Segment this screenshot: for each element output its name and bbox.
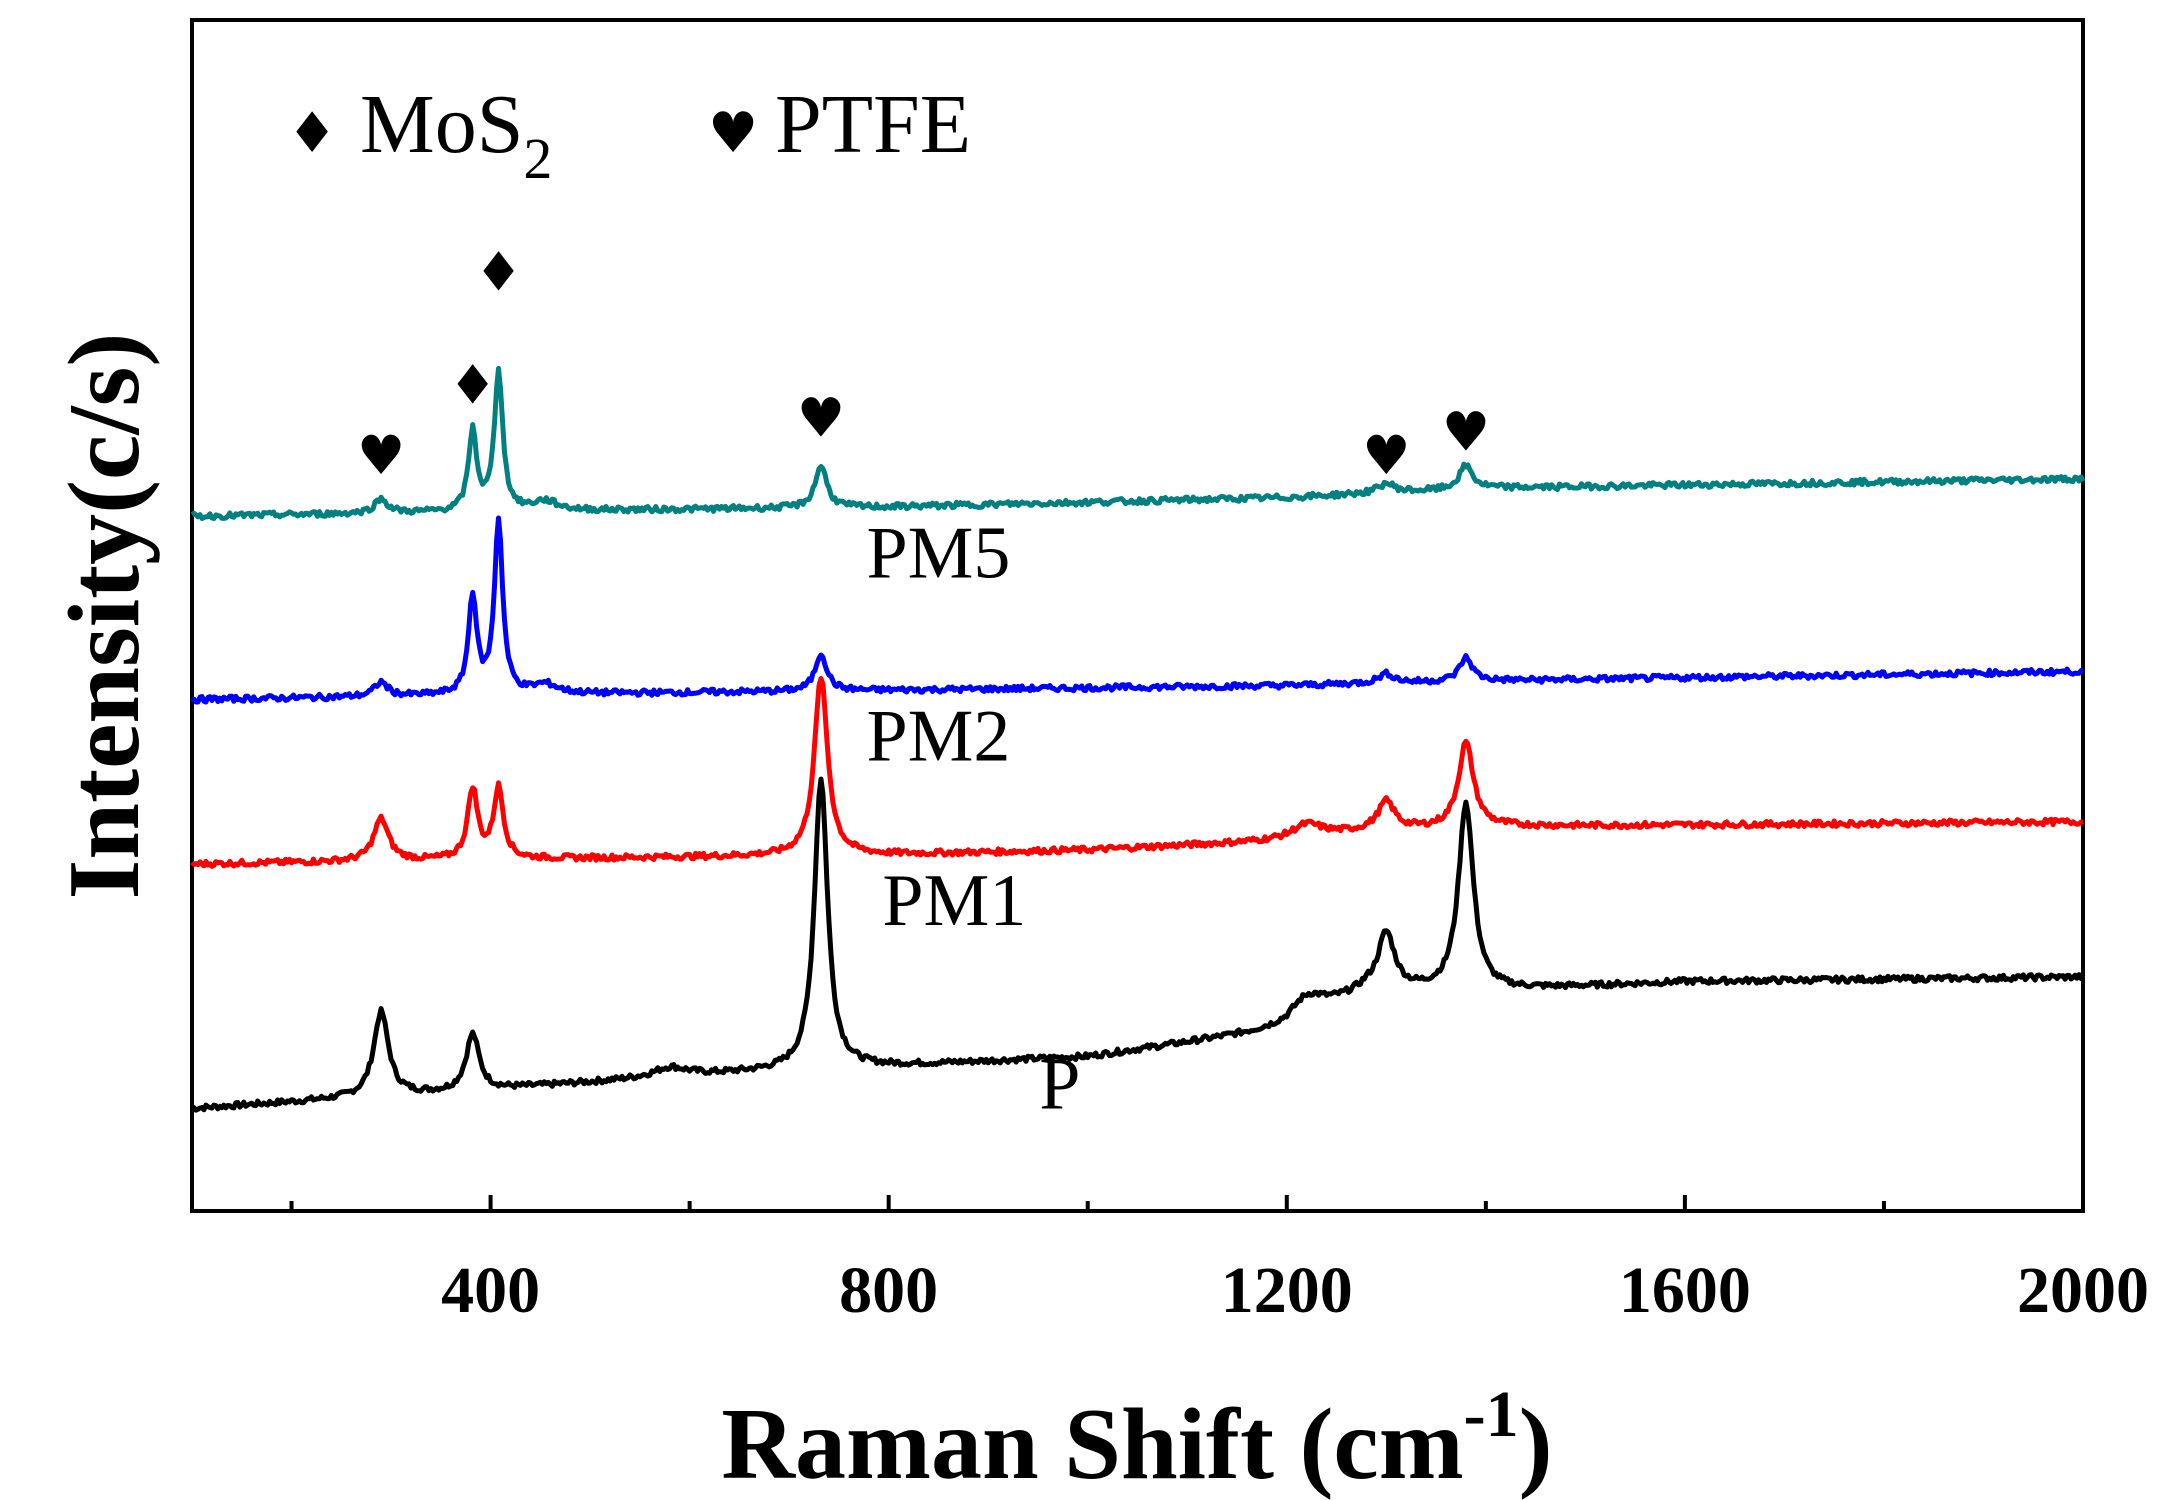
peak-annotations: ♥ ♦ ♦ ♥ ♥ ♥ [357,241,1490,487]
y-axis-title: Intensity(c/s) [48,333,161,900]
x-axis-title: Raman Shift (cm-1) [721,1378,1552,1500]
series-group [190,365,2086,1113]
x-axis-ticks: 400 800 1200 1600 2000 [289,1195,2149,1327]
series-label-pm5: PM5 [866,512,1010,594]
series-line-pm1 [190,676,2084,869]
legend-ptfe-label: PTFE [775,78,971,171]
series-line-p [191,776,2086,1113]
x-tick-label-1600: 1600 [1619,1254,1751,1327]
peak-marker-5-heart-icon: ♥ [1442,401,1490,464]
peak-marker-0-heart-icon: ♥ [357,424,405,487]
legend-mos2-label: MoS2 [360,78,552,191]
legend: ♦ MoS2 ♥ PTFE [287,78,971,191]
x-tick-label-800: 800 [839,1254,938,1327]
series-label-p: P [1039,1044,1080,1126]
legend-diamond-icon: ♦ [287,101,337,166]
plot-frame [190,18,2085,1213]
peak-marker-3-heart-icon: ♥ [797,386,845,449]
series-labels: PM5 PM2 PM1 P [866,512,1080,1125]
x-axis-title-superscript: -1 [1464,1378,1519,1451]
series-label-pm2: PM2 [866,696,1010,778]
peak-marker-1-diamond-icon: ♦ [448,354,496,417]
peak-marker-2-diamond-icon: ♦ [474,241,522,304]
peak-marker-4-heart-icon: ♥ [1362,424,1410,487]
x-tick-label-1200: 1200 [1221,1254,1353,1327]
series-label-pm1: PM1 [882,860,1026,942]
x-tick-label-400: 400 [441,1254,540,1327]
legend-mos2-subscript: 2 [523,126,552,191]
legend-heart-icon: ♥ [708,101,758,166]
series-line-pm5 [190,365,2086,521]
x-tick-label-2000: 2000 [2017,1254,2149,1327]
x-axis-title-close: ) [1519,1388,1553,1500]
series-line-pm2 [190,515,2085,705]
